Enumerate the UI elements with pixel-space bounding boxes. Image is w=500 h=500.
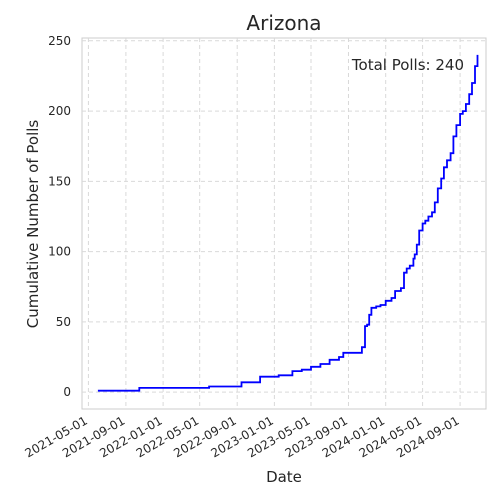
chart-title: Arizona [246,11,321,35]
y-tick-label: 150 [48,174,71,188]
series-line [97,54,479,392]
plot-area [81,37,487,410]
y-tick-label: 200 [48,104,71,118]
y-tick-label: 0 [63,385,71,399]
grid-layer [82,38,486,409]
x-axis-title: Date [266,468,302,486]
y-tick-label: 50 [56,315,71,329]
y-tick-label: 100 [48,245,71,259]
y-tick-label: 250 [48,34,71,48]
x-tick-labels: 2021-05-012021-09-012022-01-012022-05-01… [22,413,461,460]
y-axis-title: Cumulative Number of Polls [24,120,42,329]
y-tick-labels: 0 50 100 150 200 250 [48,34,71,399]
total-polls-annotation: Total Polls: 240 [351,56,464,74]
